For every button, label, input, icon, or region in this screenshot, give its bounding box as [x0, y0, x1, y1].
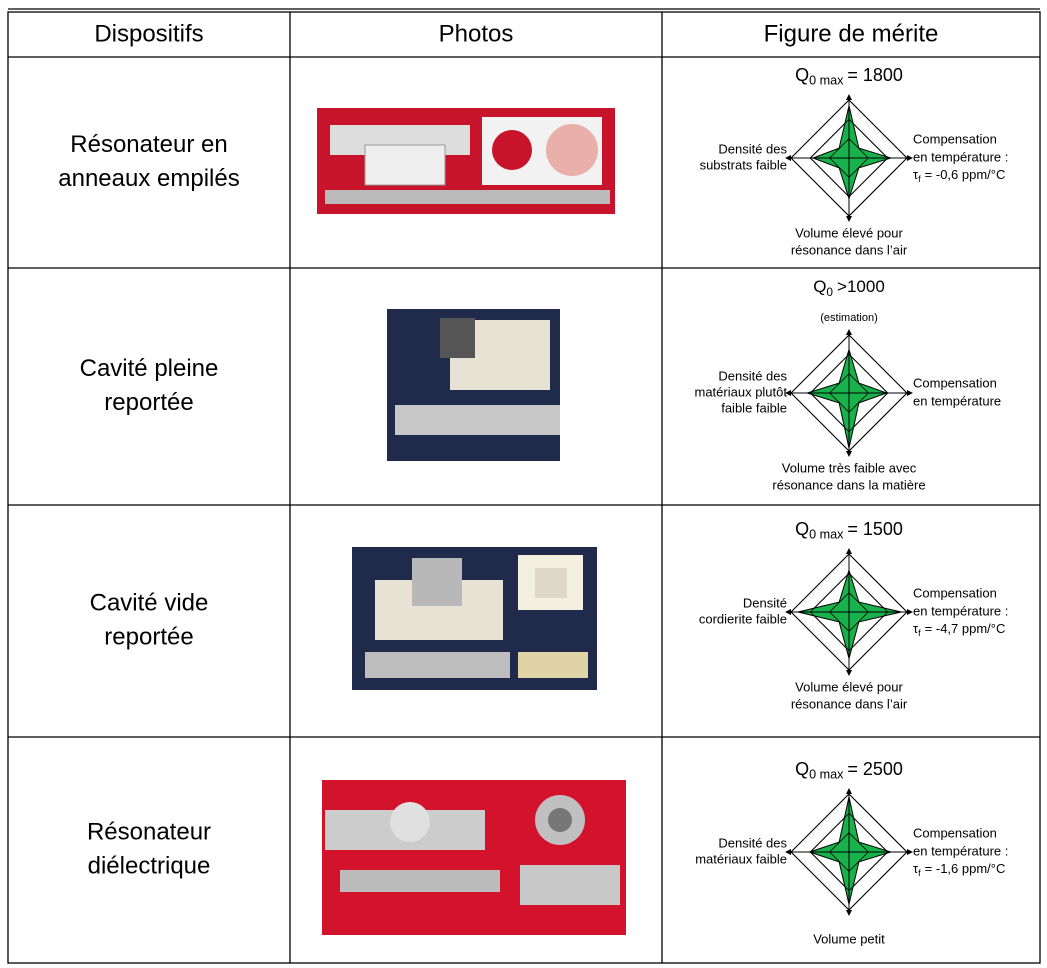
- device-name: Cavité pleine: [80, 355, 219, 382]
- right-label: Compensation: [913, 131, 997, 146]
- subscript: 0 max: [809, 768, 844, 782]
- device-name: diélectrique: [88, 852, 211, 879]
- bottom-label: Volume élevé pour: [795, 225, 903, 240]
- symbol: Q: [813, 277, 826, 296]
- table-grid: [7, 8, 1041, 964]
- subscript: 0: [826, 285, 833, 299]
- radar-shape: [807, 796, 893, 905]
- left-label: matériaux plutôt: [695, 384, 788, 399]
- radar-grid: [809, 353, 889, 433]
- radar-grid: [829, 592, 869, 632]
- left-label: Densité des: [718, 368, 787, 383]
- radar-shape: [811, 105, 893, 201]
- right-label: Compensation: [913, 585, 997, 600]
- left-label: Densité: [743, 595, 787, 610]
- radar-grid: [829, 832, 869, 872]
- value-text: = -4,7 ppm/°C: [925, 621, 1006, 636]
- radar-grid: [809, 118, 889, 198]
- photos: [317, 108, 626, 935]
- photo: [317, 108, 615, 214]
- left-label: matériaux faible: [695, 851, 787, 866]
- bottom-label: Volume élevé pour: [795, 679, 903, 694]
- radar-grid: [809, 572, 889, 652]
- photo: [322, 780, 626, 935]
- device-name: reportée: [104, 389, 193, 416]
- right-label: Compensation: [913, 375, 997, 390]
- photo: [352, 547, 597, 690]
- symbol: τ: [913, 861, 919, 876]
- radar-grid: [790, 793, 908, 911]
- right-label: en température :: [913, 149, 1008, 164]
- bottom-label: Volume petit: [813, 931, 885, 946]
- top-label: Q0 max = 2500: [795, 759, 903, 782]
- symbol: τ: [913, 167, 919, 182]
- top-note: (estimation): [820, 312, 877, 324]
- column-header: Figure de mérite: [764, 20, 939, 47]
- bottom-label: résonance dans la matière: [772, 477, 925, 492]
- value-text: = -0,6 ppm/°C: [925, 167, 1006, 182]
- subscript: f: [918, 174, 921, 184]
- value-text: = 1800: [847, 65, 903, 85]
- photo: [387, 309, 560, 461]
- value-text: >1000: [837, 277, 885, 296]
- radar-grid: [790, 99, 908, 217]
- left-label: faible faible: [721, 400, 787, 415]
- value-text: = 1500: [847, 519, 903, 539]
- subscript: 0 max: [809, 528, 844, 542]
- bottom-label: résonance dans l’air: [791, 242, 908, 257]
- symbol: Q: [795, 65, 809, 85]
- device-name: Résonateur en: [70, 131, 227, 158]
- subscript: f: [918, 628, 921, 638]
- left-label: substrats faible: [700, 157, 787, 172]
- device-name: anneaux empilés: [58, 165, 239, 192]
- device-name: Cavité vide: [90, 589, 209, 616]
- symbol: τ: [913, 621, 919, 636]
- top-label: Q0 >1000: [813, 277, 885, 299]
- left-label: Densité des: [718, 141, 787, 156]
- value-text: = 2500: [847, 759, 903, 779]
- radar-grid: [809, 812, 889, 892]
- radar-grid: [829, 138, 869, 178]
- left-label: Densité des: [718, 835, 787, 850]
- radar-grid: [790, 553, 908, 671]
- symbol: Q: [795, 519, 809, 539]
- column-header: Photos: [439, 20, 514, 47]
- bottom-label: résonance dans l’air: [791, 696, 908, 711]
- subscript: f: [918, 868, 921, 878]
- radar-figure: Q0 >1000 (estimation) Densité desmatériaux …: [695, 277, 1002, 492]
- device-name: Résonateur: [87, 818, 211, 845]
- column-header: Dispositifs: [94, 20, 203, 47]
- right-formula: τf = -0,6 ppm/°C: [913, 167, 1005, 184]
- device-name: reportée: [104, 623, 193, 650]
- top-label: Q0 max = 1500: [795, 519, 903, 542]
- top-label: Q0 max = 1800: [795, 65, 903, 88]
- left-label: cordierite faible: [699, 611, 787, 626]
- subscript: 0 max: [809, 74, 844, 88]
- right-label: en température :: [913, 843, 1008, 858]
- value-text: = -1,6 ppm/°C: [925, 861, 1006, 876]
- right-label: Compensation: [913, 825, 997, 840]
- radar-grid: [790, 334, 908, 452]
- right-formula: τf = -1,6 ppm/°C: [913, 861, 1005, 878]
- bottom-label: Volume très faible avec: [782, 460, 917, 475]
- radar-grid: [829, 373, 869, 413]
- right-label: en température :: [913, 603, 1008, 618]
- symbol: Q: [795, 759, 809, 779]
- content: Dispositifs Photos Figure de mérite Résonat…: [58, 20, 1008, 946]
- right-label: en température: [913, 393, 1001, 408]
- right-formula: τf = -4,7 ppm/°C: [913, 621, 1005, 638]
